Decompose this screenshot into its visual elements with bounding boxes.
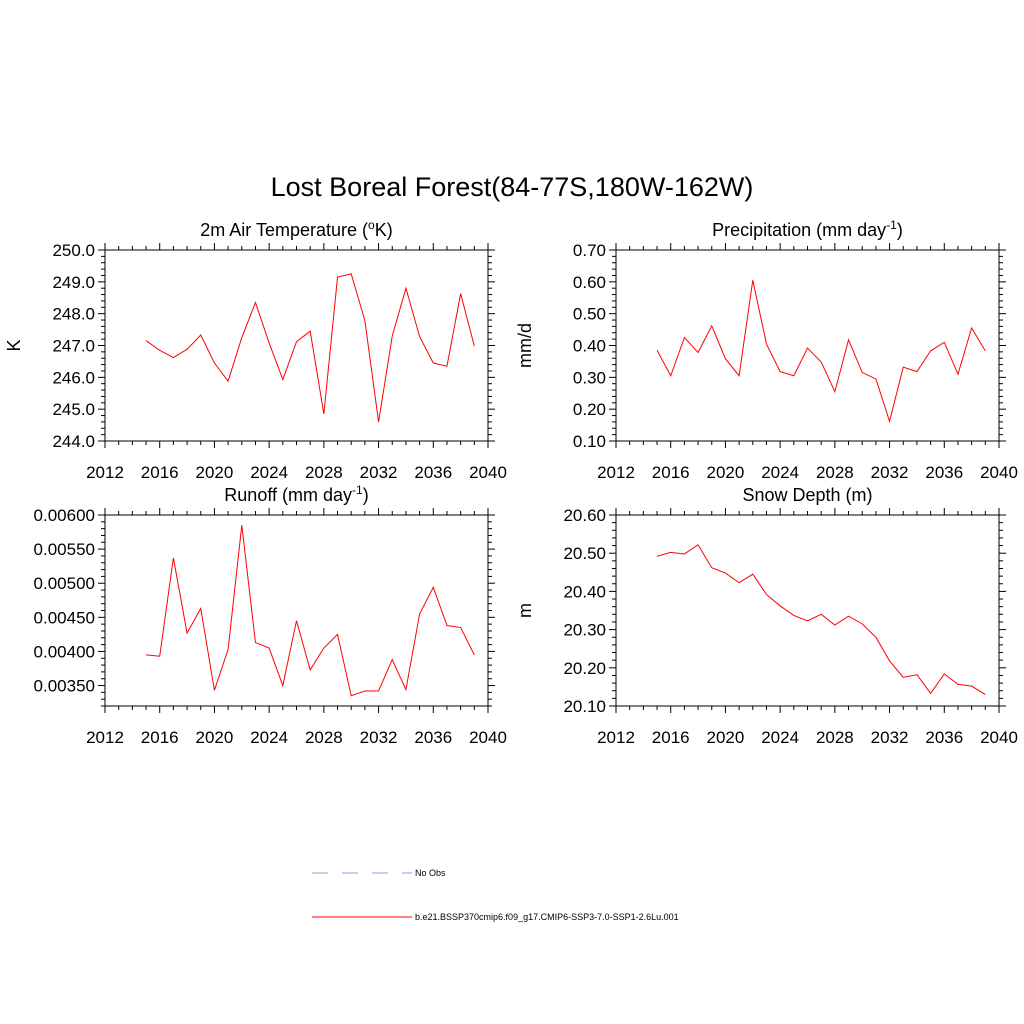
x-tick-label: 2016: [141, 463, 179, 482]
panel-title-suffix: ): [363, 485, 369, 505]
panel-title: Precipitation (mm day-1): [712, 218, 903, 240]
y-tick-label: 247.0: [52, 337, 95, 356]
panel-title: Snow Depth (m): [742, 485, 872, 505]
x-tick-label: 2032: [871, 463, 909, 482]
x-tick-label: 2040: [469, 728, 507, 747]
panel-title-text: Snow Depth (m): [742, 485, 872, 505]
x-tick-label: 2040: [469, 463, 507, 482]
panel-title-text: Runoff (mm day: [224, 485, 352, 505]
panel-title-superscript: -1: [352, 483, 363, 497]
panel-title-text: Precipitation (mm day: [712, 220, 886, 240]
chart-panel-2: Precipitation (mm day-1) 2012 2016 2020 2024…: [515, 218, 1018, 482]
y-axis-label: m: [515, 603, 535, 618]
x-tick-label: 2028: [305, 728, 343, 747]
x-tick-label: 2016: [652, 463, 690, 482]
y-axis-label: K: [4, 339, 24, 351]
x-tick-label: 2020: [707, 463, 745, 482]
x-tick-label: 2012: [86, 728, 124, 747]
x-tick-label: 2016: [652, 728, 690, 747]
x-tick-label: 2016: [141, 728, 179, 747]
x-tick-label: 2028: [816, 728, 854, 747]
y-tick-label: 0.50: [573, 305, 606, 324]
x-tick-label: 2036: [925, 728, 963, 747]
x-tick-label: 2024: [761, 463, 799, 482]
y-tick-label: 0.40: [573, 337, 606, 356]
series-line-1: [145, 273, 475, 422]
x-tick-label: 2036: [925, 463, 963, 482]
x-tick-label: 2020: [196, 463, 234, 482]
y-axis-label: mm/d: [515, 323, 535, 368]
x-tick-label: 2020: [707, 728, 745, 747]
y-tick-label: 20.20: [563, 659, 606, 678]
y-tick-label: 244.0: [52, 432, 95, 451]
x-tick-label: 2012: [597, 728, 635, 747]
panel-title: Runoff (mm day-1): [224, 483, 368, 505]
y-tick-label: 20.10: [563, 697, 606, 716]
chart-panel-3: Runoff (mm day-1) 2012 2016 2020 2024 2028 203…: [34, 483, 507, 747]
panel-title: 2m Air Temperature (oK): [200, 218, 392, 240]
y-tick-label: 0.00450: [34, 608, 95, 627]
x-tick-label: 2032: [360, 463, 398, 482]
x-tick-label: 2020: [196, 728, 234, 747]
x-tick-label: 2036: [414, 463, 452, 482]
x-tick-label: 2032: [871, 728, 909, 747]
x-tick-label: 2012: [597, 463, 635, 482]
y-tick-label: 20.60: [563, 506, 606, 525]
x-tick-label: 2036: [414, 728, 452, 747]
legend-label-no-obs: No Obs: [415, 868, 446, 878]
y-tick-label: 20.50: [563, 544, 606, 563]
y-tick-label: 0.60: [573, 273, 606, 292]
panel-grid: 2m Air Temperature (oK)2012 2016 2020 2024 2…: [4, 218, 1018, 747]
y-tick-label: 0.20: [573, 400, 606, 419]
chart-panel-1: 2m Air Temperature (oK) 2012 2016 2020 2024 2…: [4, 218, 507, 482]
x-tick-label: 2032: [360, 728, 398, 747]
panel-title-suffix: ): [897, 220, 903, 240]
y-tick-label: 249.0: [52, 273, 95, 292]
panel-title-superscript: -1: [886, 218, 897, 232]
y-tick-label: 0.30: [573, 368, 606, 387]
series-line-1: [145, 525, 475, 697]
x-tick-label: 2024: [761, 728, 799, 747]
y-tick-label: 248.0: [52, 305, 95, 324]
figure-title: Lost Boreal Forest(84-77S,180W-162W): [271, 172, 754, 202]
panel-title-suffix: K): [375, 220, 393, 240]
series-line-1: [656, 544, 986, 695]
y-tick-label: 0.00400: [34, 642, 95, 661]
x-tick-label: 2024: [250, 463, 288, 482]
panel-title-text: 2m Air Temperature (: [200, 220, 368, 240]
y-tick-label: 0.00350: [34, 677, 95, 696]
x-tick-label: 2028: [816, 463, 854, 482]
x-tick-label: 2040: [980, 728, 1018, 747]
y-tick-label: 246.0: [52, 368, 95, 387]
y-tick-label: 250.0: [52, 241, 95, 260]
x-tick-label: 2012: [86, 463, 124, 482]
panel-title-superscript: o: [368, 218, 375, 232]
y-tick-label: 245.0: [52, 400, 95, 419]
plot-frame: [615, 249, 1000, 442]
y-tick-label: 0.00550: [34, 540, 95, 559]
legend-label-model-run: b.e21.BSSP370cmip6.f09_g17.CMIP6-SSP3-7.…: [415, 912, 679, 922]
chart-panel-4: Snow Depth (m) 2012 2016 2020 2024 2028 2032 20…: [515, 485, 1018, 747]
x-tick-label: 2024: [250, 728, 288, 747]
series-line-1: [656, 280, 986, 424]
x-tick-label: 2028: [305, 463, 343, 482]
y-tick-label: 20.40: [563, 582, 606, 601]
y-tick-label: 0.00500: [34, 574, 95, 593]
plot-frame: [104, 514, 489, 707]
x-tick-label: 2040: [980, 463, 1018, 482]
y-tick-label: 0.10: [573, 432, 606, 451]
y-tick-label: 20.30: [563, 621, 606, 640]
plot-frame: [104, 249, 489, 442]
y-tick-label: 0.70: [573, 241, 606, 260]
y-tick-label: 0.00600: [34, 506, 95, 525]
legend: No Obs b.e21.BSSP370cmip6.f09_g17.CMIP6-…: [312, 868, 679, 922]
